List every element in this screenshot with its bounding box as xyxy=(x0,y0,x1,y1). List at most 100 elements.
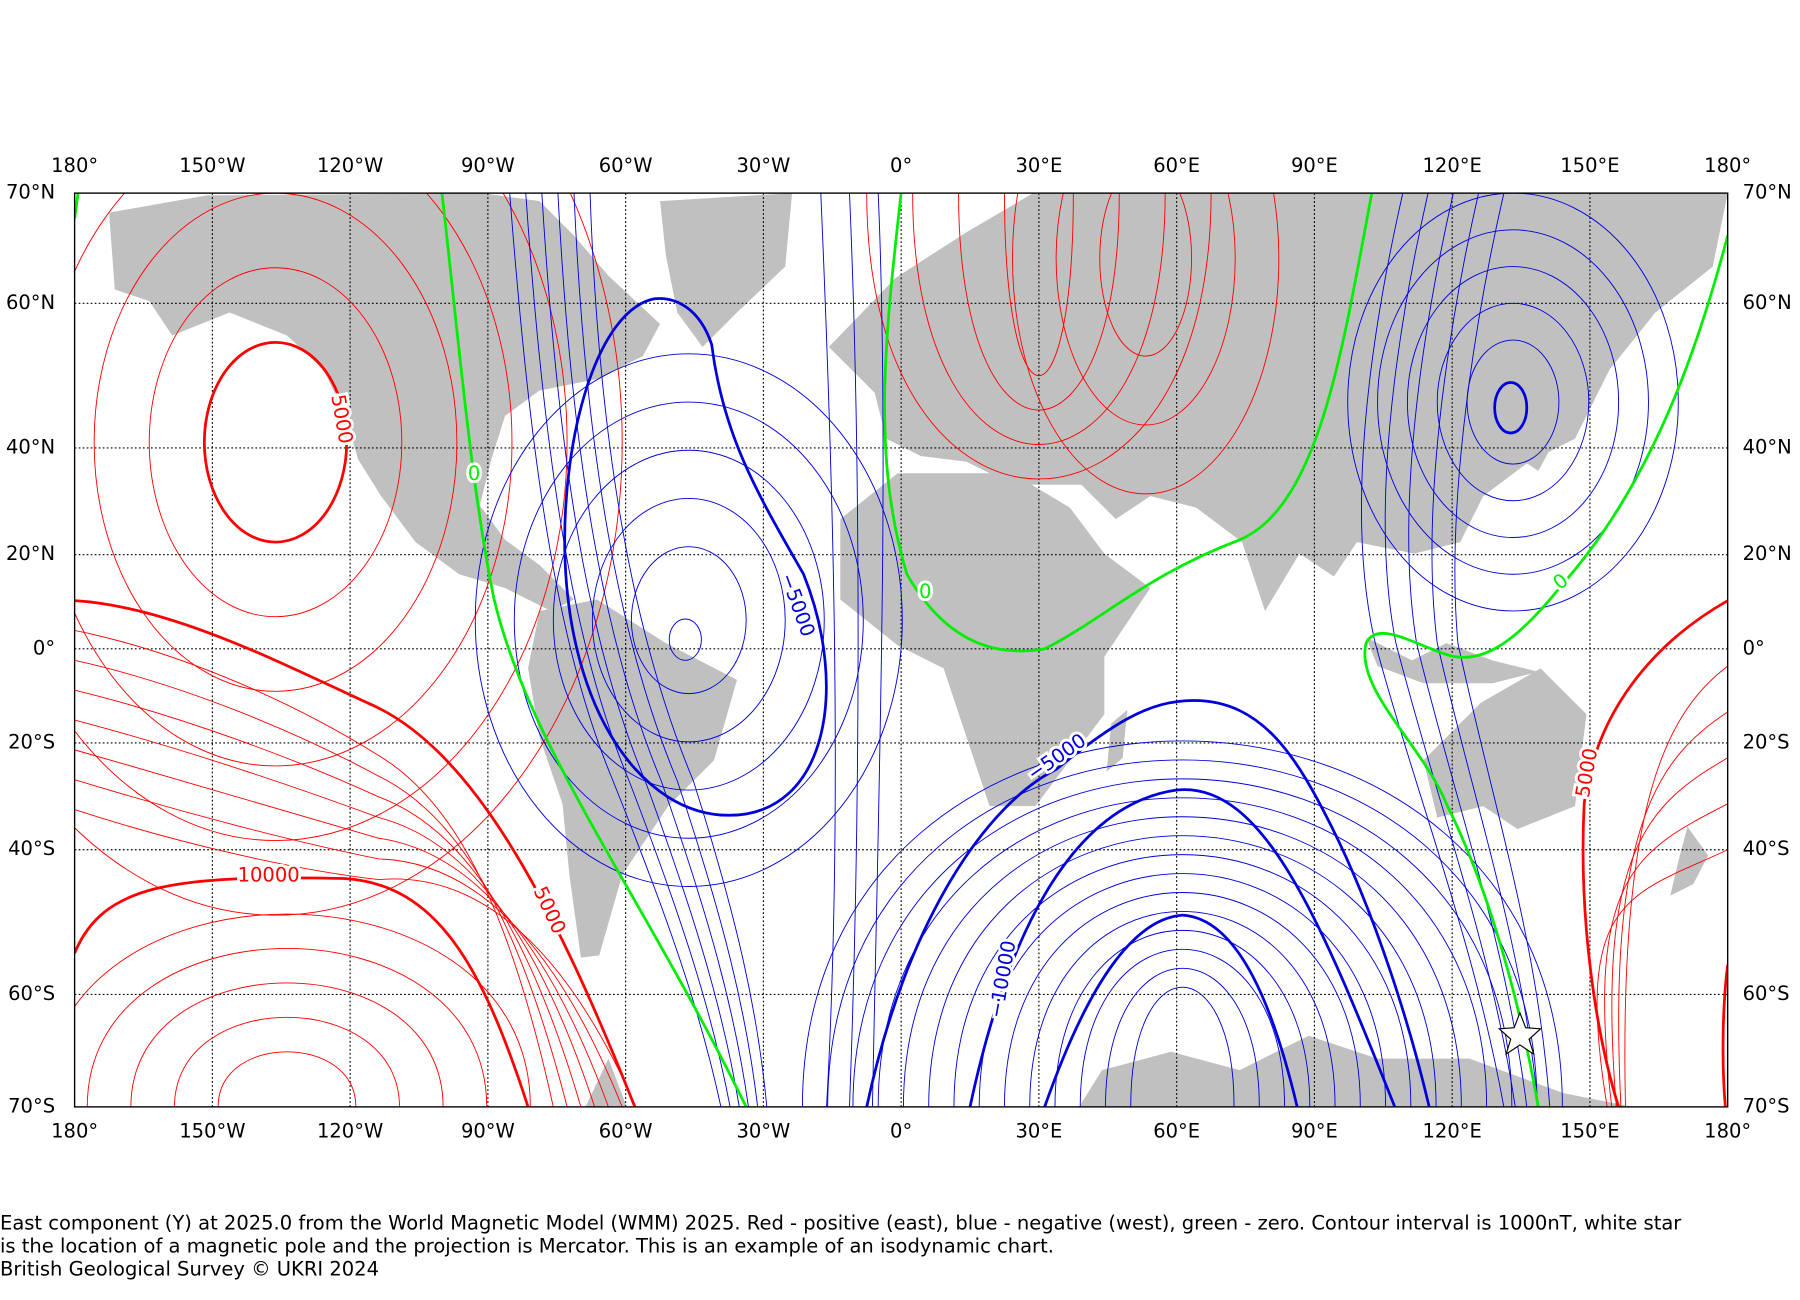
lat-label-left: 60°S xyxy=(8,982,55,1005)
caption-line: is the location of a magnetic pole and t… xyxy=(0,1235,1054,1258)
contour-negative xyxy=(928,835,1437,1107)
contour-negative-thick xyxy=(968,788,1397,1107)
contour-negative xyxy=(573,193,759,1107)
contour-negative xyxy=(902,816,1462,1107)
contour-positive-thick xyxy=(74,599,637,1107)
contour-zero xyxy=(883,193,1374,653)
contour-negative xyxy=(871,193,884,1107)
lon-label-bottom: 120°W xyxy=(317,1120,383,1143)
contour-zero xyxy=(1363,235,1728,1107)
japan xyxy=(1521,379,1564,471)
contour-negative xyxy=(801,740,1563,1107)
lon-label-bottom: 180° xyxy=(1704,1120,1751,1143)
lat-label-right: 60°S xyxy=(1743,982,1790,1005)
contour-negative xyxy=(541,193,740,1107)
antarctica xyxy=(585,1035,1633,1107)
lon-label-top: 180° xyxy=(1704,154,1751,177)
contour-positive xyxy=(74,630,554,1107)
map-frame xyxy=(73,192,1729,1108)
lat-label-right: 40°N xyxy=(1743,435,1792,458)
contour-positive xyxy=(74,193,513,767)
lon-label-bottom: 30°W xyxy=(736,1120,790,1143)
contour-positive xyxy=(74,809,637,1107)
contour-negative-thick xyxy=(865,699,1431,1107)
contour-negative xyxy=(1054,930,1311,1107)
lon-label-top: 120°E xyxy=(1423,154,1482,177)
lon-label-bottom: 150°W xyxy=(179,1120,245,1143)
lon-label-top: 120°W xyxy=(317,154,383,177)
lat-label-right: 40°S xyxy=(1743,837,1790,860)
contour-negative xyxy=(591,498,786,743)
lon-label-bottom: 90°E xyxy=(1291,1120,1338,1143)
contour-negative xyxy=(827,759,1538,1107)
contour-positive xyxy=(217,1051,357,1107)
contour-positive xyxy=(74,193,623,916)
contour-negative xyxy=(1029,911,1336,1107)
contour-positive xyxy=(912,193,1166,445)
lat-label-right: 20°S xyxy=(1743,730,1790,753)
contour-negative xyxy=(1130,987,1235,1107)
contour-negative xyxy=(1347,193,1679,612)
contour-positive xyxy=(174,1016,400,1107)
eurasia xyxy=(828,193,1728,611)
contour-positive-thick xyxy=(1581,599,1728,1107)
contour-positive xyxy=(1624,665,1728,1107)
lat-label-left: 70°N xyxy=(6,181,55,204)
contour-positive xyxy=(958,193,1120,411)
contour-positive xyxy=(93,193,458,692)
contour-negative xyxy=(630,546,747,695)
lon-label-top: 150°W xyxy=(179,154,245,177)
lon-label-top: 60°W xyxy=(599,154,653,177)
greenland xyxy=(660,193,793,347)
credit: British Geological Survey © UKRI 2024 xyxy=(0,1258,379,1281)
contour-negative xyxy=(1406,266,1620,538)
new-zealand xyxy=(1670,826,1709,896)
map-area xyxy=(74,193,1728,1107)
lon-label-bottom: 60°E xyxy=(1153,1120,1200,1143)
contour-negative xyxy=(1079,949,1286,1107)
contour-positive xyxy=(1611,757,1728,1107)
lat-label-left: 20°S xyxy=(8,730,55,753)
uk xyxy=(872,321,907,374)
contour-positive xyxy=(74,749,609,1107)
contour-label: 0 xyxy=(919,580,931,603)
lat-label-left: 40°N xyxy=(6,435,55,458)
contour-negative xyxy=(1105,968,1260,1107)
lat-label-right: 70°S xyxy=(1743,1094,1790,1117)
contour-positive xyxy=(1004,193,1074,377)
north-america xyxy=(109,193,661,611)
contour-negative xyxy=(1004,892,1361,1107)
lat-label-right: 20°N xyxy=(1743,542,1792,565)
contour-negative xyxy=(1431,193,1539,1107)
contour-negative xyxy=(552,449,825,791)
contour-negative xyxy=(668,618,702,661)
contour-negative xyxy=(1436,302,1590,502)
contour-negative xyxy=(852,778,1513,1107)
contour-positive xyxy=(74,779,623,1107)
contour-negative xyxy=(820,193,836,1107)
madagascar xyxy=(1106,709,1128,772)
contour-positive-thick xyxy=(202,340,349,544)
contour-negative-thick xyxy=(1043,913,1299,1107)
contour-negative xyxy=(509,193,722,1107)
contour-positive xyxy=(74,689,582,1107)
contour-positive xyxy=(1604,803,1728,1107)
contour-negative xyxy=(1377,229,1649,575)
contour-positive xyxy=(1012,193,1280,495)
contour-negative-thick xyxy=(563,297,828,817)
lon-label-bottom: 180° xyxy=(51,1120,98,1143)
south-america xyxy=(528,599,737,958)
lon-label-top: 30°W xyxy=(736,154,790,177)
contour-positive xyxy=(74,913,531,1107)
lat-label-left: 60°N xyxy=(6,291,55,314)
contour-positive xyxy=(1055,193,1236,426)
caption-line: East component (Y) at 2025.0 from the Wo… xyxy=(0,1212,1682,1235)
contour-positive xyxy=(1099,193,1193,357)
contour-negative xyxy=(953,854,1412,1107)
contour-positive xyxy=(74,659,568,1107)
lon-label-top: 90°W xyxy=(461,154,515,177)
contour-positive xyxy=(1596,849,1728,1107)
contour-negative xyxy=(474,353,903,887)
lat-label-right: 70°N xyxy=(1743,181,1792,204)
